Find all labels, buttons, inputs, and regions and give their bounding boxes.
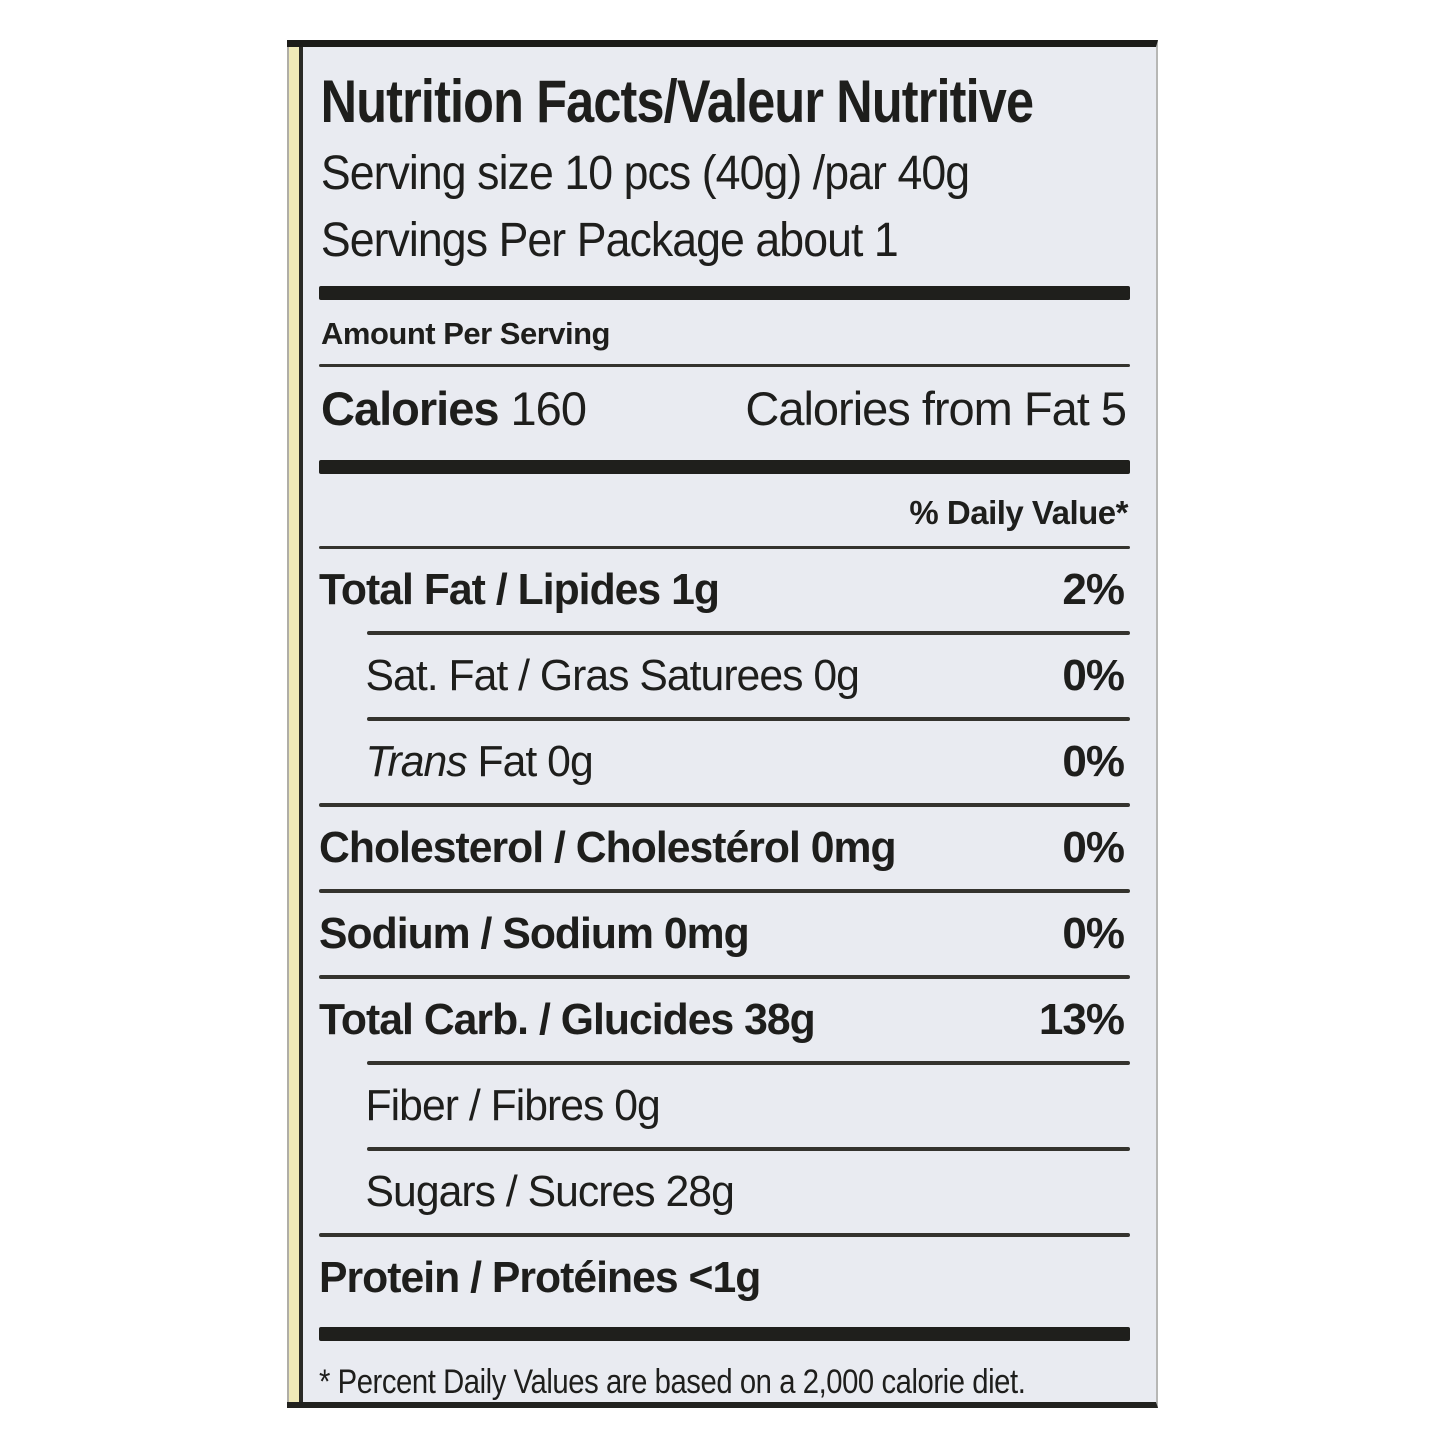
nutrient-name: Total Fat / Lipides 1g: [319, 565, 720, 615]
nutrient-name: Sodium / Sodium 0mg: [319, 909, 750, 959]
nutrient-row: Total Fat / Lipides 1g 2%: [319, 549, 1130, 631]
nutrient-row: Fiber / Fibres 0g: [319, 1065, 1130, 1147]
divider: [367, 1061, 1130, 1066]
nutrient-rows: Total Fat / Lipides 1g 2% Sat. Fat / Gra…: [319, 549, 1130, 1319]
nutrient-name: Fiber / Fibres 0g: [365, 1081, 661, 1131]
calories-value: 160: [510, 382, 587, 436]
divider: [367, 631, 1130, 636]
nutrient-row: Trans Fat 0g 0%: [319, 721, 1130, 803]
nutrient-name: Cholesterol / Cholestérol 0mg: [319, 823, 897, 873]
divider: [319, 975, 1130, 980]
nutrient-row: Protein / Protéines <1g: [319, 1237, 1130, 1319]
divider: [319, 803, 1130, 808]
nutrient-name: Sat. Fat / Gras Saturees 0g: [365, 651, 860, 701]
divider-thick: [319, 1327, 1130, 1341]
nutrient-daily-value: 0%: [1062, 737, 1125, 787]
nutrient-daily-value: 0%: [1062, 909, 1125, 959]
calories-from-fat: Calories from Fat 5: [745, 382, 1127, 436]
serving-size: Serving size 10 pcs (40g) /par 40g: [320, 147, 970, 200]
calories-row: Calories 160 Calories from Fat 5: [319, 367, 1130, 452]
calories-label: Calories: [321, 382, 499, 436]
nutrient-row: Sodium / Sodium 0mg 0%: [319, 893, 1130, 975]
nutrient-daily-value: 13%: [1038, 995, 1125, 1045]
amount-per-serving: Amount Per Serving: [321, 315, 611, 351]
package-edge-strip: [287, 47, 303, 1402]
divider: [367, 1147, 1130, 1152]
divider: [319, 545, 1130, 550]
divider: [367, 717, 1130, 722]
divider: [319, 889, 1130, 894]
nutrition-facts-label: Nutrition Facts/Valeur Nutritive Serving…: [287, 40, 1158, 1408]
servings-per-package: Servings Per Package about 1: [320, 214, 899, 267]
divider-thick: [319, 460, 1130, 474]
nutrient-daily-value: 0%: [1062, 651, 1125, 701]
nutrient-row: Cholesterol / Cholestérol 0mg 0%: [319, 807, 1130, 889]
daily-value-footnote: * Percent Daily Values are based on a 2,…: [319, 1363, 1026, 1401]
divider: [319, 1233, 1130, 1238]
nutrient-row: Sat. Fat / Gras Saturees 0g 0%: [319, 635, 1130, 717]
nutrient-daily-value: 0%: [1062, 823, 1125, 873]
calories-amount: Calories 160: [321, 381, 587, 436]
divider-thick: [319, 286, 1130, 300]
nutrition-panel: Nutrition Facts/Valeur Nutritive Serving…: [303, 47, 1156, 1402]
nutrient-name: Sugars / Sucres 28g: [365, 1167, 735, 1217]
nutrient-row: Total Carb. / Glucides 38g 13%: [319, 979, 1130, 1061]
nutrient-name: Trans Fat 0g: [365, 737, 594, 787]
nutrient-daily-value: 2%: [1062, 565, 1125, 615]
nutrient-name: Protein / Protéines <1g: [319, 1253, 761, 1303]
label-title: Nutrition Facts/Valeur Nutritive: [320, 68, 1034, 135]
nutrient-row: Sugars / Sucres 28g: [319, 1151, 1130, 1233]
nutrient-name: Total Carb. / Glucides 38g: [319, 995, 816, 1045]
divider: [319, 363, 1130, 368]
daily-value-header: % Daily Value*: [909, 493, 1128, 531]
